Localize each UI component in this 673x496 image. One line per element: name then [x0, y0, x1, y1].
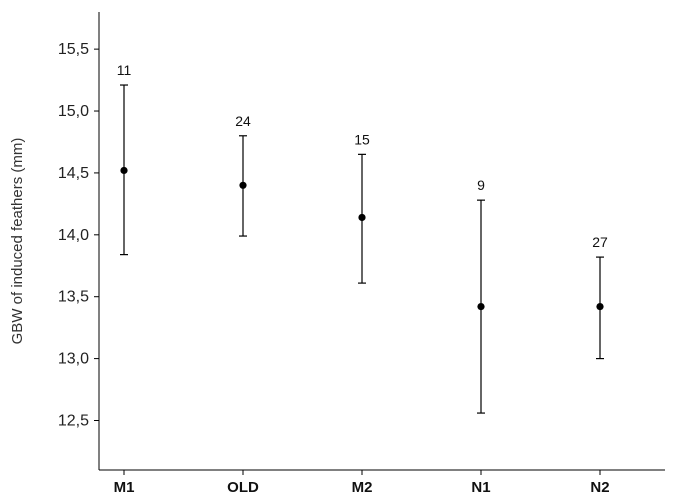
x-ticks: M1 OLD M2 N1 N2: [114, 470, 610, 496]
sample-size-label: 9: [477, 177, 485, 193]
x-tick-label: N1: [471, 479, 490, 496]
x-tick-label: OLD: [227, 479, 259, 496]
sample-size-label: 11: [117, 62, 132, 78]
y-tick-label: 15,5: [58, 41, 89, 58]
x-tick-label: M1: [114, 479, 135, 496]
y-tick-label: 15,0: [58, 103, 89, 120]
y-ticks: 12,5 13,0 13,5 14,0 14,5 15,0 15,5: [58, 41, 99, 429]
sample-size-label: 24: [235, 113, 251, 129]
mean-point: [358, 213, 366, 222]
mean-point: [239, 181, 247, 189]
x-tick-label: M2: [352, 479, 373, 496]
mean-point: [596, 303, 604, 311]
y-tick-label: 13,0: [58, 351, 89, 368]
series-means: 11 24 15 9 27: [117, 62, 608, 414]
y-tick-label: 14,0: [58, 227, 89, 244]
y-tick-label: 13,5: [58, 289, 89, 306]
y-axis-title: GBW of induced feathers (mm): [9, 138, 26, 345]
mean-point: [477, 303, 485, 311]
x-tick-label: N2: [590, 479, 609, 496]
sample-size-label: 15: [354, 131, 370, 147]
y-tick-label: 12,5: [58, 412, 89, 429]
mean-point: [120, 166, 128, 175]
y-tick-label: 14,5: [58, 165, 89, 182]
sample-size-label: 27: [592, 234, 608, 250]
plot-frame: [98, 12, 665, 471]
